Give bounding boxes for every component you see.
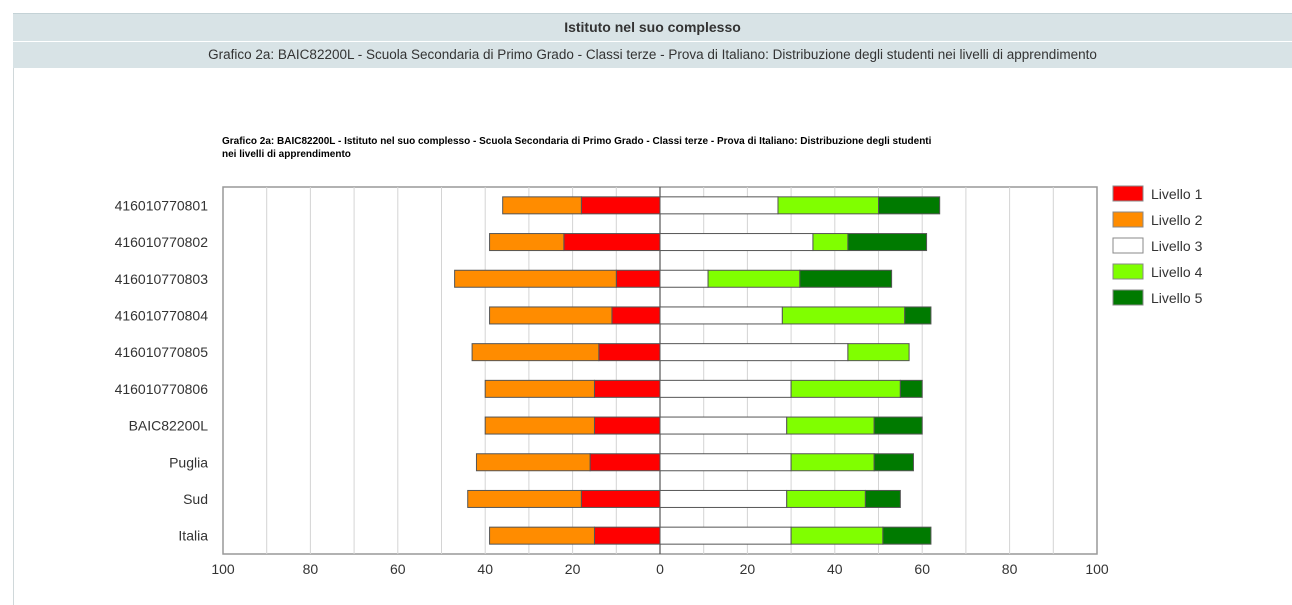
- legend-swatch: [1112, 289, 1144, 306]
- bar-segment: [659, 489, 788, 508]
- bar-segment: [786, 416, 875, 435]
- x-tick-label: 80: [303, 561, 319, 577]
- bar-segment: [659, 233, 814, 252]
- bar-segment: [812, 233, 849, 252]
- x-tick-label: 0: [656, 561, 664, 577]
- bar-segment: [659, 526, 792, 545]
- bar-segment: [790, 379, 901, 398]
- bar-segment: [864, 489, 901, 508]
- bar-segment: [659, 379, 792, 398]
- bar-segment: [781, 306, 906, 325]
- bar-segment: [467, 489, 582, 508]
- bar-segment: [484, 379, 595, 398]
- bar-segment: [659, 306, 783, 325]
- bar-segment: [847, 233, 928, 252]
- legend-label: Livello 5: [1151, 290, 1203, 306]
- x-tick-label: 100: [1085, 561, 1109, 577]
- legend-swatch: [1112, 185, 1144, 202]
- bar-segment: [882, 526, 932, 545]
- bar-segment: [799, 269, 893, 288]
- bar-segment: [598, 343, 661, 362]
- bar-segment: [489, 526, 595, 545]
- bar-segment: [659, 196, 779, 215]
- legend-label: Livello 4: [1151, 264, 1203, 280]
- bar-segment: [878, 196, 941, 215]
- category-label: 416010770801: [115, 197, 209, 213]
- bar-segment: [899, 379, 923, 398]
- bar-segment: [484, 416, 595, 435]
- category-label: BAIC82200L: [129, 418, 209, 434]
- legend-swatch: [1112, 263, 1144, 280]
- x-tick-label: 20: [740, 561, 756, 577]
- bar-segment: [873, 416, 923, 435]
- bar-segment: [615, 269, 661, 288]
- bar-segment: [502, 196, 582, 215]
- bar-segment: [471, 343, 600, 362]
- bar-segment: [790, 453, 875, 472]
- bar-segment: [904, 306, 932, 325]
- category-label: Puglia: [169, 454, 208, 470]
- bar-segment: [580, 489, 661, 508]
- bar-segment: [611, 306, 661, 325]
- x-tick-label: 60: [914, 561, 930, 577]
- category-label: 416010770806: [115, 381, 209, 397]
- bar-segment: [593, 379, 661, 398]
- chart-title-line-1: Grafico 2a: BAIC82200L - Istituto nel su…: [222, 136, 932, 147]
- x-tick-label: 60: [390, 561, 406, 577]
- bar-segment: [659, 269, 709, 288]
- x-tick-label: 20: [565, 561, 581, 577]
- category-label: Sud: [183, 491, 208, 507]
- bar-segment: [790, 526, 884, 545]
- x-tick-label: 100: [211, 561, 235, 577]
- bar-segment: [659, 416, 788, 435]
- legend-swatch: [1112, 237, 1144, 254]
- chart-title-line-2: nei livelli di apprendimento: [222, 149, 351, 160]
- x-tick-label: 40: [477, 561, 493, 577]
- category-label: 416010770802: [115, 234, 209, 250]
- bar-segment: [659, 343, 849, 362]
- x-tick-label: 80: [1002, 561, 1018, 577]
- category-label: Italia: [178, 528, 208, 544]
- legend-label: Livello 3: [1151, 238, 1203, 254]
- legend-label: Livello 2: [1151, 212, 1203, 228]
- legend-label: Livello 1: [1151, 186, 1203, 202]
- chart-frame: Grafico 2a: BAIC82200L - Istituto nel su…: [13, 68, 1292, 605]
- category-label: 416010770803: [115, 271, 209, 287]
- bar-segment: [589, 453, 661, 472]
- bar-segment: [659, 453, 792, 472]
- category-label: 416010770804: [115, 307, 209, 323]
- x-tick-label: 40: [827, 561, 843, 577]
- diverging-bar-chart: Grafico 2a: BAIC82200L - Istituto nel su…: [115, 136, 1203, 577]
- bar-segment: [489, 233, 565, 252]
- legend-swatch: [1112, 211, 1144, 228]
- category-label: 416010770805: [115, 344, 209, 360]
- bar-segment: [475, 453, 591, 472]
- section-title: Istituto nel suo complesso: [13, 13, 1292, 41]
- bar-segment: [777, 196, 879, 215]
- chart-subtitle: Grafico 2a: BAIC82200L - Scuola Secondar…: [13, 42, 1292, 68]
- bar-segment: [786, 489, 866, 508]
- bar-segment: [593, 526, 661, 545]
- bar-segment: [580, 196, 661, 215]
- bar-segment: [847, 343, 910, 362]
- bar-segment: [454, 269, 617, 288]
- bar-segment: [707, 269, 801, 288]
- bar-segment: [489, 306, 613, 325]
- bar-segment: [873, 453, 914, 472]
- bar-segment: [563, 233, 661, 252]
- bar-segment: [593, 416, 661, 435]
